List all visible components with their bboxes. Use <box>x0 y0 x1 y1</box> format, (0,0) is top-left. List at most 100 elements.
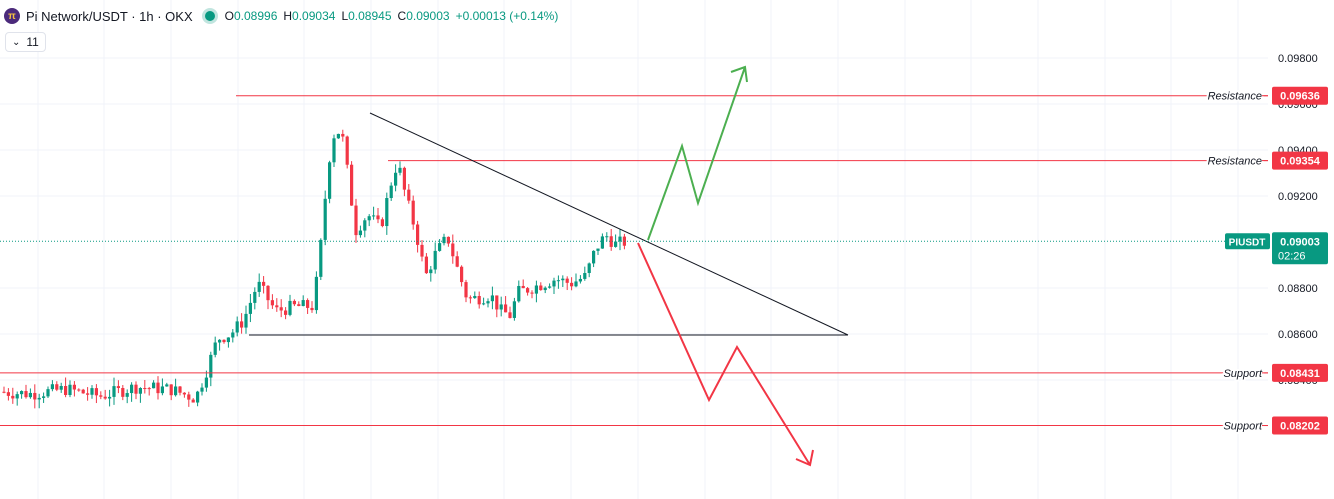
level-label: Support <box>1223 368 1262 380</box>
ohlc-value: 0.09003 <box>406 9 450 23</box>
price-tick-label: 0.08600 <box>1278 329 1318 341</box>
ohlc-values: O 0.08996 H 0.09034 L 0.08945 C 0.09003 +0.00013… <box>225 9 565 23</box>
candle-body <box>587 263 591 274</box>
level-label: Resistance <box>1208 156 1262 168</box>
candle-body <box>552 280 556 287</box>
candle-body <box>121 388 125 397</box>
level-price-tag <box>1272 151 1328 170</box>
candle-body <box>561 278 565 281</box>
price-tick-label: 0.08800 <box>1278 283 1318 295</box>
ohlc-value: 0.08996 <box>233 9 278 23</box>
candle-body <box>468 297 472 299</box>
candle-body <box>570 282 574 287</box>
symbol-tag-label: PIUSDT <box>1229 237 1266 248</box>
candle-body <box>376 215 380 220</box>
candle-body <box>68 384 72 396</box>
candle-body <box>77 389 81 391</box>
candle-body <box>543 287 547 291</box>
drawings-layer <box>0 65 1268 467</box>
candle-body <box>574 281 578 287</box>
candle-body <box>411 200 415 225</box>
candle-body <box>222 339 226 343</box>
candle-body <box>94 388 98 396</box>
candle-body <box>248 302 252 314</box>
candle-body <box>534 285 538 294</box>
candle-body <box>152 382 156 389</box>
level-price-value: 0.08431 <box>1280 368 1320 380</box>
ohlc-key: L <box>341 9 349 23</box>
indicators-toggle-button[interactable]: ⌄ 11 <box>5 32 46 52</box>
candle-body <box>191 399 195 403</box>
candle-body <box>160 386 164 394</box>
candle-body <box>81 389 85 394</box>
candle-body <box>499 304 503 310</box>
candle-body <box>433 250 437 270</box>
candle-body <box>486 301 490 304</box>
candle-body <box>508 312 512 318</box>
candle-body <box>204 377 208 388</box>
candle-body <box>297 304 301 307</box>
level-label: Support <box>1223 421 1262 433</box>
candle-body <box>138 388 142 394</box>
level-price-value: 0.09636 <box>1280 91 1320 103</box>
candle-body <box>90 388 94 395</box>
candle-body <box>196 391 200 403</box>
candle-body <box>42 396 46 398</box>
candle-body <box>473 296 477 299</box>
candle-body <box>556 280 560 282</box>
candle-body <box>20 391 24 395</box>
candle-body <box>420 244 424 257</box>
candle-body <box>143 388 147 390</box>
candle-body <box>592 250 596 264</box>
bearish-projection-arrow <box>637 242 811 466</box>
bearish-arrowhead <box>795 449 814 467</box>
chart-grid <box>0 0 1268 499</box>
candle-body <box>182 392 186 395</box>
candle-body <box>609 236 613 247</box>
candle-body <box>240 321 244 328</box>
current-price-value: 0.09003 <box>1280 236 1320 248</box>
candle-body <box>275 305 279 308</box>
candle-body <box>310 307 314 311</box>
candle-body <box>306 300 310 308</box>
level-price-tag <box>1272 363 1328 382</box>
candle-body <box>46 389 50 397</box>
candle-body <box>548 286 552 288</box>
level-label: Resistance <box>1208 91 1262 103</box>
candle-body <box>504 304 508 313</box>
candle-body <box>86 393 90 395</box>
candle-body <box>446 236 450 244</box>
candle-body <box>345 136 349 165</box>
candle-body <box>147 388 151 390</box>
candle-body <box>64 386 68 396</box>
candle-body <box>438 243 442 251</box>
candle-body <box>583 273 587 279</box>
ohlc-key: O <box>224 9 234 23</box>
candle-body <box>134 384 138 394</box>
candle-body <box>288 300 292 315</box>
candle-body <box>2 391 6 393</box>
candle-body <box>455 256 459 267</box>
candle-body <box>244 313 248 328</box>
candle-body <box>407 189 411 201</box>
candle-body <box>165 384 169 387</box>
candle-body <box>200 387 204 392</box>
candle-body <box>600 236 604 249</box>
symbol-title[interactable]: Pi Network/USDT · 1h · OKX <box>26 8 193 24</box>
candle-body <box>72 384 76 390</box>
candle-body <box>517 285 521 302</box>
price-axis[interactable]: 0.098000.096000.094000.092000.088000.086… <box>1225 53 1328 435</box>
descending-trendline <box>369 112 849 336</box>
ohlc-value: 0.09034 <box>292 9 336 23</box>
level-price-value: 0.08202 <box>1280 421 1320 433</box>
candle-body <box>477 296 481 305</box>
candle-body <box>402 167 406 190</box>
candle-body <box>301 300 305 307</box>
candle-body <box>284 310 288 315</box>
candle-body <box>266 285 270 301</box>
candle-body <box>187 394 191 400</box>
levels-layer: Resistance Resistance Support Support <box>0 89 1268 435</box>
candle-body <box>319 239 323 277</box>
candle-body <box>336 133 340 139</box>
